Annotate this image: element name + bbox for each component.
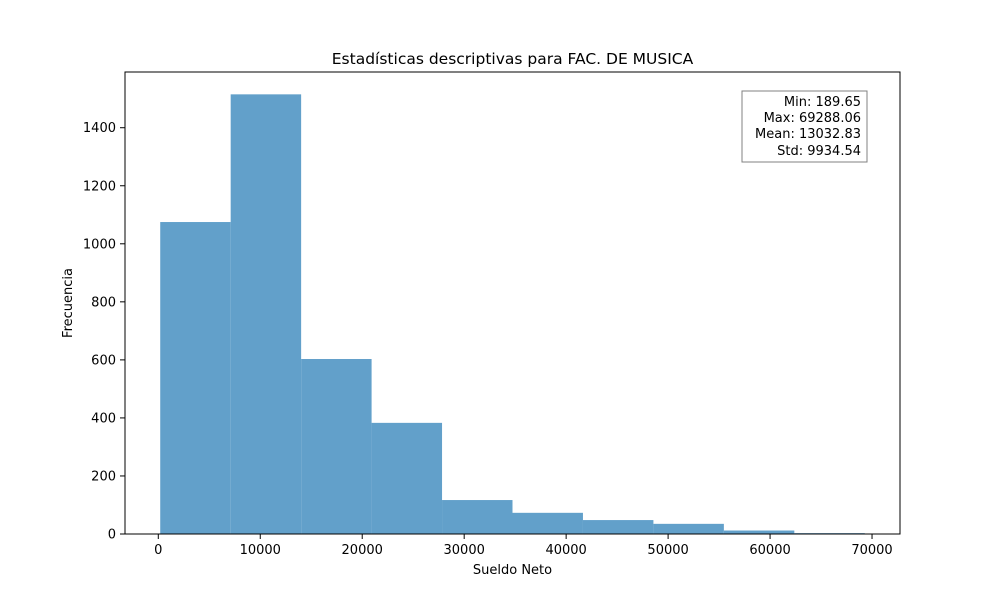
x-tick-label: 20000 [342,543,383,558]
x-tick-label: 70000 [851,543,892,558]
x-axis-label: Sueldo Neto [473,563,552,578]
y-tick-label: 1200 [83,179,116,194]
y-tick-label: 1000 [83,237,116,252]
histogram-bar [301,359,372,534]
x-tick-label: 40000 [545,543,586,558]
y-tick-label: 0 [108,528,116,543]
stats-box: Min: 189.65 Max: 69288.06 Mean: 13032.83… [741,90,868,163]
y-tick-label: 400 [91,411,116,426]
chart-title: Estadísticas descriptivas para FAC. DE M… [332,50,694,68]
histogram-bar [653,523,724,534]
histogram-bar [512,512,583,534]
stat-std: Std: 9934.54 [777,144,861,159]
y-tick-label: 600 [91,353,116,368]
bars-group [160,94,865,535]
plot-frame [124,71,901,535]
y-axis-ticks: 0 200 400 600 800 1000 1200 1400 [83,121,125,543]
y-tick-label: 200 [91,469,116,484]
x-tick-label: 0 [154,543,162,558]
x-tick-label: 60000 [749,543,790,558]
x-tick-label: 10000 [240,543,281,558]
y-axis-label: Frecuencia [61,268,76,338]
x-tick-label: 50000 [647,543,688,558]
x-tick-label: 30000 [444,543,485,558]
x-axis-ticks: 0 10000 20000 30000 40000 50000 60000 70000 [154,534,893,558]
histogram-bar [582,520,654,534]
histogram-bar [723,530,795,534]
stat-max: Max: 69288.06 [764,111,861,126]
histogram-bar [230,94,302,535]
y-tick-label: 800 [91,295,116,310]
stat-mean: Mean: 13032.83 [755,127,861,142]
histogram-bar [442,500,513,534]
stats-box-frame [741,90,868,163]
histogram-bar [160,222,231,534]
histogram-bar [371,422,443,534]
y-tick-label: 1400 [83,121,116,136]
stat-min: Min: 189.65 [784,95,861,110]
